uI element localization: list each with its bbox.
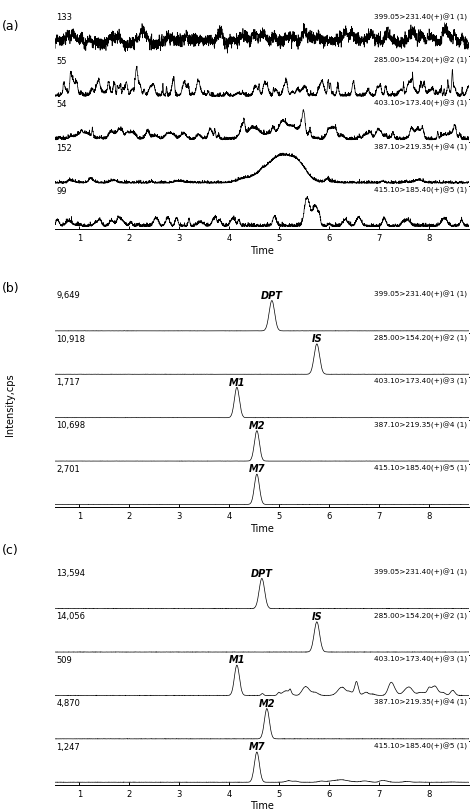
Text: 399.05>231.40(+)@1 (1): 399.05>231.40(+)@1 (1) — [374, 291, 467, 299]
Text: 403.10>173.40(+)@3 (1): 403.10>173.40(+)@3 (1) — [374, 656, 467, 663]
Text: 55: 55 — [56, 57, 67, 66]
Text: Intensity,cps: Intensity,cps — [5, 373, 16, 436]
Text: 415.10>185.40(+)@5 (1): 415.10>185.40(+)@5 (1) — [374, 187, 467, 194]
Text: (b): (b) — [2, 282, 20, 295]
Text: 10,698: 10,698 — [56, 421, 86, 430]
Text: 14,056: 14,056 — [56, 612, 86, 621]
Text: 415.10>185.40(+)@5 (1): 415.10>185.40(+)@5 (1) — [374, 465, 467, 472]
Text: 387.10>219.35(+)@4 (1): 387.10>219.35(+)@4 (1) — [374, 421, 467, 429]
Text: 415.10>185.40(+)@5 (1): 415.10>185.40(+)@5 (1) — [374, 743, 467, 750]
Text: M2: M2 — [249, 421, 265, 431]
X-axis label: Time: Time — [250, 802, 274, 809]
Text: 99: 99 — [56, 187, 67, 196]
X-axis label: Time: Time — [250, 246, 274, 256]
Text: 54: 54 — [56, 100, 67, 109]
Text: 133: 133 — [56, 14, 73, 23]
Text: DPT: DPT — [251, 569, 273, 578]
Text: 387.10>219.35(+)@4 (1): 387.10>219.35(+)@4 (1) — [374, 144, 467, 151]
X-axis label: Time: Time — [250, 523, 274, 534]
Text: 399.05>231.40(+)@1 (1): 399.05>231.40(+)@1 (1) — [374, 569, 467, 576]
Text: (c): (c) — [2, 544, 19, 557]
Text: M1: M1 — [228, 655, 245, 665]
Text: 403.10>173.40(+)@3 (1): 403.10>173.40(+)@3 (1) — [374, 100, 467, 108]
Text: DPT: DPT — [261, 290, 283, 301]
Text: M2: M2 — [259, 699, 275, 709]
Text: IS: IS — [311, 334, 322, 344]
Text: 2,701: 2,701 — [56, 465, 80, 474]
Text: 285.00>154.20(+)@2 (1): 285.00>154.20(+)@2 (1) — [374, 57, 467, 64]
Text: 509: 509 — [56, 656, 73, 665]
Text: 152: 152 — [56, 144, 73, 153]
Text: 13,594: 13,594 — [56, 569, 86, 578]
Text: (a): (a) — [2, 20, 20, 33]
Text: 285.00>154.20(+)@2 (1): 285.00>154.20(+)@2 (1) — [374, 335, 467, 342]
Text: M7: M7 — [249, 742, 265, 752]
Text: 285.00>154.20(+)@2 (1): 285.00>154.20(+)@2 (1) — [374, 612, 467, 620]
Text: 1,247: 1,247 — [56, 743, 80, 752]
Text: 403.10>173.40(+)@3 (1): 403.10>173.40(+)@3 (1) — [374, 378, 467, 385]
Text: 9,649: 9,649 — [56, 291, 80, 300]
Text: 399.05>231.40(+)@1 (1): 399.05>231.40(+)@1 (1) — [374, 14, 467, 21]
Text: 4,870: 4,870 — [56, 699, 81, 708]
Text: M7: M7 — [249, 464, 265, 474]
Text: 10,918: 10,918 — [56, 335, 86, 344]
Text: M1: M1 — [228, 378, 245, 388]
Text: 387.10>219.35(+)@4 (1): 387.10>219.35(+)@4 (1) — [374, 699, 467, 706]
Text: 1,717: 1,717 — [56, 378, 81, 387]
Text: IS: IS — [311, 612, 322, 622]
